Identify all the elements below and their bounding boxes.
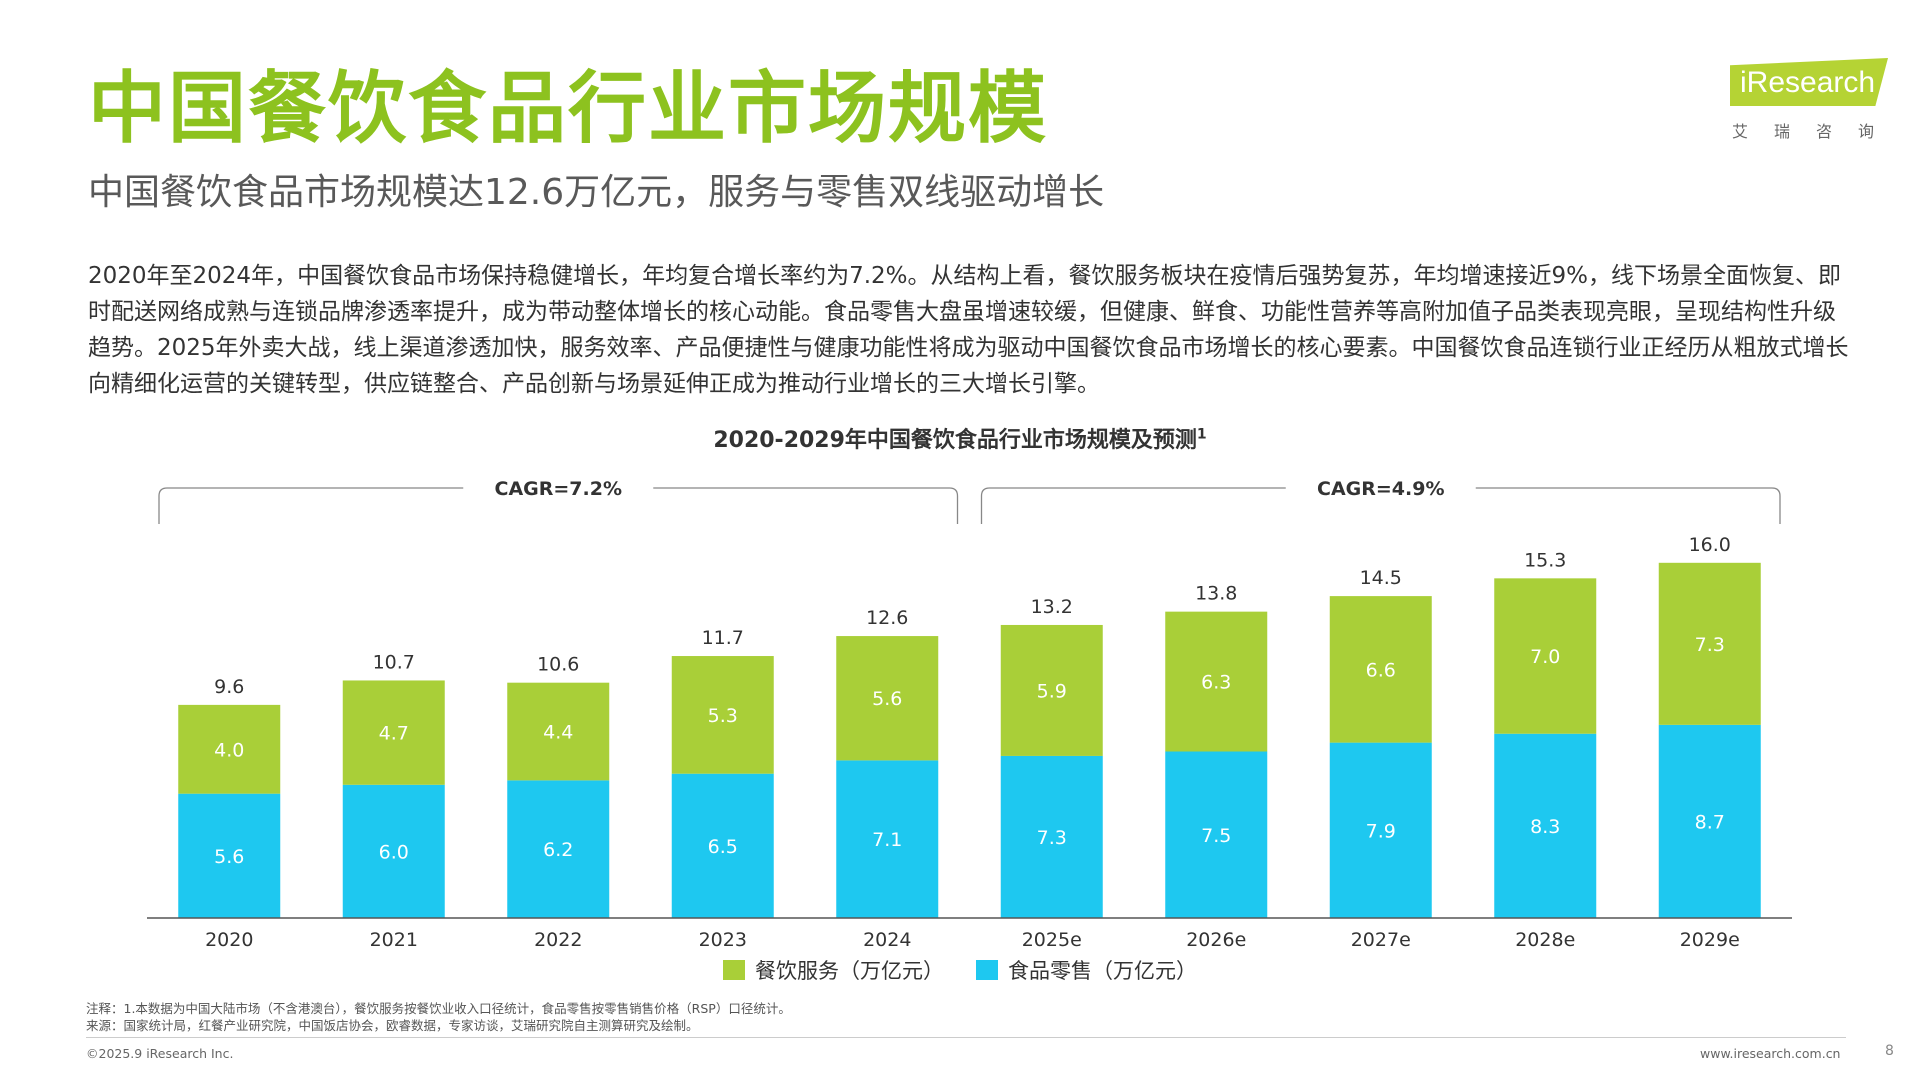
data-label-service-2020: 4.0 [214,739,244,761]
data-label-retail-2023: 6.5 [708,836,738,858]
chart-title: 2020-2029年中国餐饮食品行业市场规模及预测1 [0,422,1920,454]
total-label-2028e: 15.3 [1524,549,1566,571]
data-label-retail-2021: 6.0 [379,841,409,863]
bar-segment-service-2022 [507,682,610,781]
page-title: 中国餐饮食品行业市场规模 [88,64,1049,154]
chart-source: 来源：国家统计局，红餐产业研究院，中国饭店协会，欧睿数据，专家访谈，艾瑞研究院自… [86,1018,699,1033]
legend-label-service: 餐饮服务（万亿元） [755,959,944,983]
data-label-retail-2026e: 7.5 [1201,825,1231,847]
data-label-service-2027e: 6.6 [1366,659,1396,681]
page-subtitle: 中国餐饮食品市场规模达12.6万亿元，服务与零售双线驱动增长 [88,172,1105,213]
total-label-2027e: 14.5 [1360,567,1402,589]
bar-segment-service-2021 [342,680,445,785]
data-label-retail-2022: 6.2 [543,839,573,861]
x-tick-label-2028e: 2028e [1515,929,1575,951]
total-label-2025e: 13.2 [1031,596,1073,618]
x-tick-label-2021: 2021 [370,929,418,951]
logo-banner [1730,58,1888,106]
total-label-2024: 12.6 [866,607,908,629]
total-label-2029e: 16.0 [1689,534,1731,556]
x-tick-label-2025e: 2025e [1022,929,1082,951]
cagr-bracket-2 [980,487,1781,524]
bar-segment-retail-2023 [671,773,774,918]
bar-segment-retail-2021 [342,784,445,918]
iresearch-logo: iResearch 艾瑞咨询 [1730,58,1900,148]
x-tick-label-2020: 2020 [205,929,253,951]
logo-chinese-text: 艾瑞咨询 [1732,122,1901,141]
data-label-retail-2024: 7.1 [872,829,902,851]
data-label-service-2026e: 6.3 [1201,672,1231,694]
legend-swatch-retail [976,960,998,980]
legend-item-retail: 食品零售（万亿元） [976,955,1197,985]
bar-segment-retail-2026e [1165,751,1268,918]
x-tick-label-2024: 2024 [863,929,911,951]
cagr-label-2: CAGR=4.9% [1317,478,1445,500]
logo-text: iResearch [1740,66,1876,99]
body-paragraph: 2020年至2024年，中国餐饮食品市场保持稳健增长，年均复合增长率约为7.2%… [88,263,1849,397]
data-label-retail-2020: 5.6 [214,846,244,868]
x-tick-label-2026e: 2026e [1186,929,1246,951]
bar-segment-service-2027e [1329,596,1432,743]
bar-segment-service-2029e [1658,562,1761,725]
data-label-retail-2028e: 8.3 [1530,816,1560,838]
total-label-2021: 10.7 [373,651,415,673]
total-label-2022: 10.6 [537,654,579,676]
bar-segment-service-2023 [671,656,774,774]
data-label-service-2021: 4.7 [379,723,409,745]
bar-segment-retail-2024 [836,760,939,918]
footer-copyright: ©2025.9 iResearch Inc. [86,1046,234,1061]
cagr-bracket-1 [158,487,959,524]
bar-segment-service-2020 [178,704,281,794]
footer-url[interactable]: www.iresearch.com.cn [1700,1046,1841,1061]
data-label-service-2028e: 7.0 [1530,646,1560,668]
legend-item-service: 餐饮服务（万亿元） [723,955,944,985]
bar-segment-service-2026e [1165,611,1268,752]
legend-swatch-service [723,960,745,980]
data-label-service-2023: 5.3 [708,705,738,727]
legend-label-retail: 食品零售（万亿元） [1008,959,1197,983]
data-label-service-2025e: 5.9 [1037,680,1067,702]
page-number: 8 [1885,1043,1894,1059]
data-label-service-2024: 5.6 [872,688,902,710]
bar-segment-retail-2022 [507,780,610,918]
footer-divider [86,1037,1846,1038]
data-label-retail-2027e: 7.9 [1366,820,1396,842]
data-label-service-2022: 4.4 [543,722,573,744]
bar-segment-retail-2028e [1494,733,1597,918]
bar-segment-service-2025e [1000,624,1103,756]
total-label-2026e: 13.8 [1195,583,1237,605]
total-label-2020: 9.6 [214,676,244,698]
chart-title-text: 2020-2029年中国餐饮食品行业市场规模及预测 [713,428,1197,453]
data-label-retail-2029e: 8.7 [1695,811,1725,833]
x-tick-label-2029e: 2029e [1680,929,1740,951]
bar-segment-retail-2020 [178,793,281,918]
bar-segment-service-2024 [836,636,939,761]
x-tick-label-2027e: 2027e [1351,929,1411,951]
data-label-retail-2025e: 7.3 [1037,827,1067,849]
bar-segment-retail-2025e [1000,755,1103,918]
x-tick-label-2023: 2023 [699,929,747,951]
data-label-service-2029e: 7.3 [1695,634,1725,656]
bar-segment-retail-2027e [1329,742,1432,918]
cagr-label-1: CAGR=7.2% [495,478,623,500]
total-label-2023: 11.7 [702,627,744,649]
bar-segment-retail-2029e [1658,724,1761,918]
x-tick-label-2022: 2022 [534,929,582,951]
bar-segment-service-2028e [1494,578,1597,734]
chart-title-footnote-mark: 1 [1196,426,1207,443]
chart-legend: 餐饮服务（万亿元） 食品零售（万亿元） [0,955,1920,985]
chart-note: 注释：1.本数据为中国大陆市场（不含港澳台），餐饮服务按餐饮业收入口径统计，食品… [86,1001,791,1016]
